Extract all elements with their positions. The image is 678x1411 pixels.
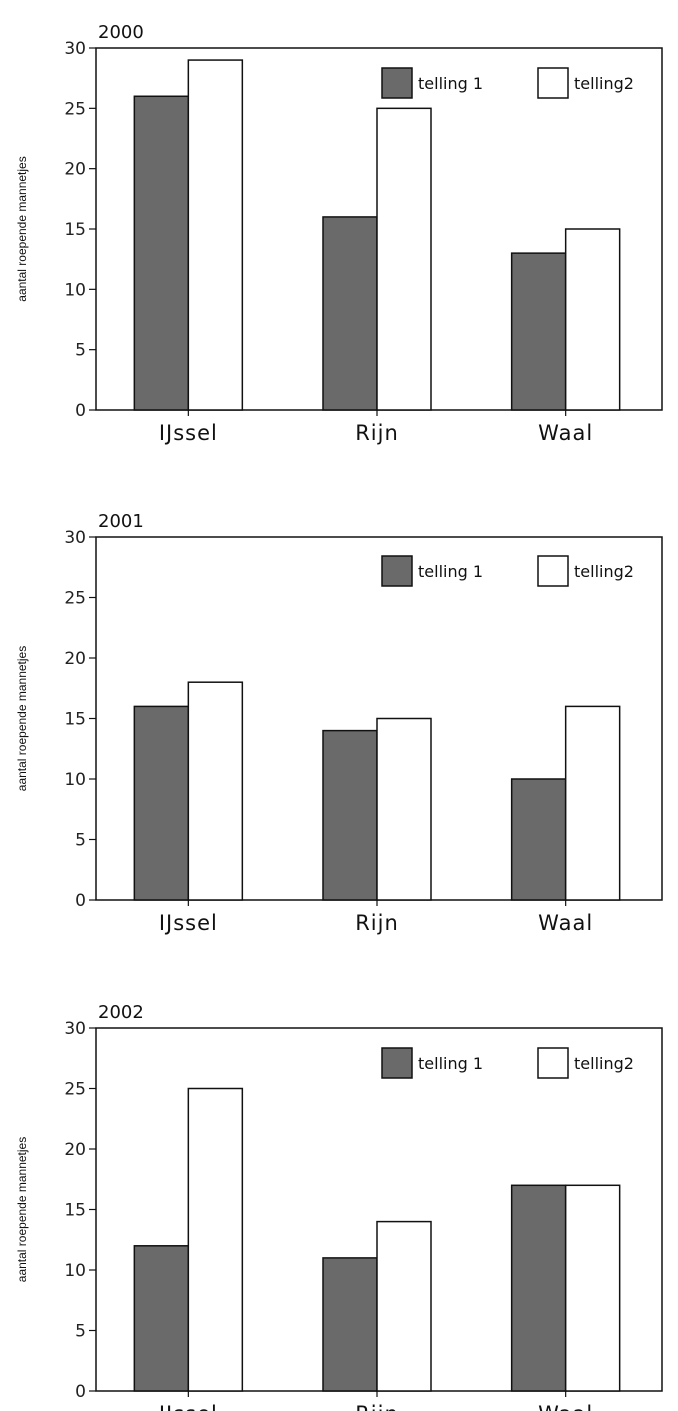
y-tick-label: 30 bbox=[64, 39, 86, 59]
legend-label: telling2 bbox=[574, 1054, 634, 1073]
x-tick-label: Rijn bbox=[355, 911, 399, 935]
y-tick-label: 20 bbox=[64, 1140, 86, 1160]
y-tick-label: 30 bbox=[64, 528, 86, 548]
y-tick-label: 10 bbox=[64, 770, 86, 790]
bar-IJssel-telling2 bbox=[187, 681, 244, 901]
legend-label: telling2 bbox=[574, 562, 634, 581]
chart-panel-2001: 2001 0 5 10 15 20 25 30 aantal roepende mannetje… bbox=[15, 511, 663, 935]
y-tick-label: 5 bbox=[75, 1322, 86, 1342]
legend-swatch bbox=[537, 67, 569, 99]
bar-Waal-telling1 bbox=[510, 1184, 567, 1392]
y-tick-label: 5 bbox=[75, 341, 86, 361]
y-tick-label: 10 bbox=[64, 1261, 86, 1281]
x-tick-label: IJssel bbox=[159, 421, 218, 445]
y-tick-label: 30 bbox=[64, 1019, 86, 1039]
y-tick-label: 20 bbox=[64, 160, 86, 180]
y-tick-label: 25 bbox=[64, 1080, 86, 1100]
x-tick-label: Waal bbox=[538, 1402, 593, 1411]
bar-Waal-telling1 bbox=[510, 252, 567, 411]
y-tick-label: 25 bbox=[64, 589, 86, 609]
bar-Waal-telling2 bbox=[564, 705, 621, 901]
y-axis-label: aantal roepende mannetjes bbox=[15, 1137, 29, 1282]
y-tick-label: 10 bbox=[64, 280, 86, 300]
y-axis-label: aantal roepende mannetjes bbox=[15, 646, 29, 791]
x-tick-label: Waal bbox=[538, 911, 593, 935]
y-tick-label: 5 bbox=[75, 831, 86, 851]
bar-Waal-telling2 bbox=[564, 228, 621, 411]
bar-Waal-telling1 bbox=[510, 778, 567, 901]
bar-Rijn-telling1 bbox=[322, 729, 378, 901]
y-tick-label: 20 bbox=[64, 649, 86, 669]
x-tick-label: Rijn bbox=[355, 421, 399, 445]
y-axis-label: aantal roepende mannetjes bbox=[15, 156, 29, 301]
y-tick-label: 0 bbox=[75, 891, 86, 911]
bar-IJssel-telling1 bbox=[133, 705, 190, 901]
bar-Waal-telling2 bbox=[564, 1184, 621, 1392]
bar-Rijn-telling2 bbox=[376, 717, 432, 901]
chart-panel-2002: 2002 0 5 10 15 20 25 30 aantal roepende mannetje… bbox=[15, 1002, 663, 1411]
chart-title: 2001 bbox=[98, 511, 144, 532]
y-tick-label: 0 bbox=[75, 1382, 86, 1402]
x-tick-label: IJssel bbox=[159, 911, 218, 935]
bar-IJssel-telling1 bbox=[133, 95, 190, 411]
y-tick-label: 15 bbox=[64, 1201, 86, 1221]
legend-swatch bbox=[537, 555, 569, 587]
legend-swatch bbox=[381, 67, 413, 99]
y-tick-label: 25 bbox=[64, 99, 86, 119]
bar-Rijn-telling2 bbox=[376, 107, 432, 411]
bar-Rijn-telling1 bbox=[322, 216, 378, 411]
legend-label: telling 1 bbox=[418, 1054, 483, 1073]
legend-label: telling 1 bbox=[418, 562, 483, 581]
chart-title: 2000 bbox=[98, 22, 144, 43]
bar-IJssel-telling1 bbox=[133, 1245, 190, 1392]
y-tick-label: 0 bbox=[75, 401, 86, 421]
x-tick-label: IJssel bbox=[159, 1402, 218, 1411]
legend-swatch bbox=[381, 555, 413, 587]
legend-label: telling2 bbox=[574, 74, 634, 93]
y-tick-label: 15 bbox=[64, 220, 86, 240]
bar-Rijn-telling1 bbox=[322, 1257, 378, 1392]
legend-swatch bbox=[537, 1047, 569, 1079]
bar-IJssel-telling2 bbox=[187, 59, 244, 411]
bar-Rijn-telling2 bbox=[376, 1220, 432, 1392]
y-tick-label: 15 bbox=[64, 710, 86, 730]
x-tick-label: Waal bbox=[538, 421, 593, 445]
chart-panel-2000: 2000 0 5 10 15 20 25 30 aantal roepende mannetje… bbox=[15, 22, 663, 445]
legend-swatch bbox=[381, 1047, 413, 1079]
legend-label: telling 1 bbox=[418, 74, 483, 93]
x-tick-label: Rijn bbox=[355, 1402, 399, 1411]
bar-IJssel-telling2 bbox=[187, 1087, 244, 1392]
chart-title: 2002 bbox=[98, 1002, 144, 1023]
